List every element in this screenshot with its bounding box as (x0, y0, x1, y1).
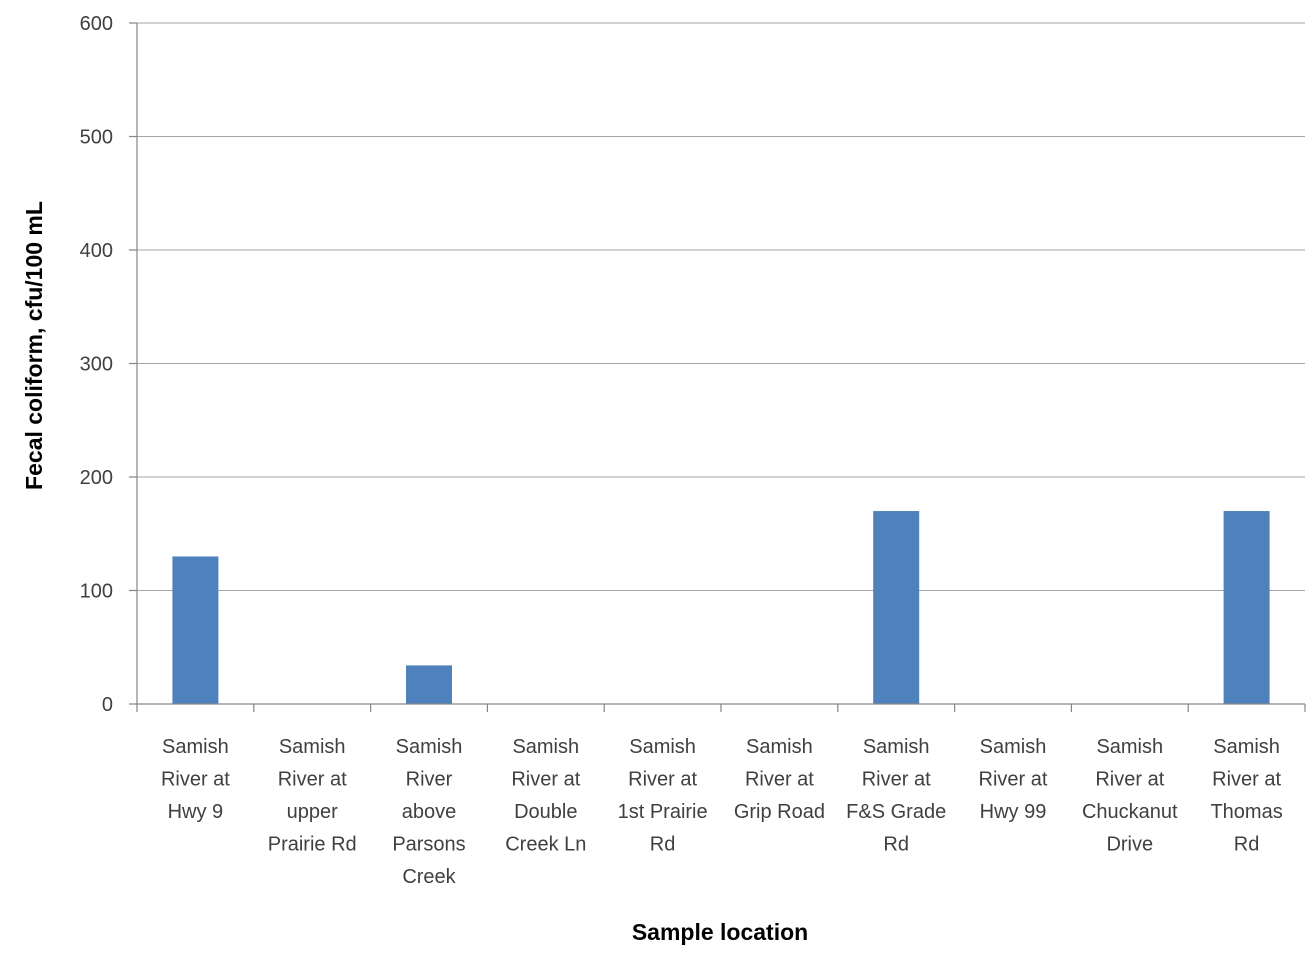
y-tick-label: 300 (80, 354, 113, 376)
y-tick-label: 100 (80, 581, 113, 603)
y-tick-labels: 0 100 200 300 400 500 600 (80, 13, 113, 716)
y-tick-label: 400 (80, 240, 113, 262)
x-tick-labels: Samish River at Hwy 9 Samish River at upper Pr… (161, 736, 1283, 888)
x-tick-label: Samish River above Parsons Creek (392, 736, 465, 888)
x-tick-label: Samish River at Hwy 9 (161, 736, 230, 823)
x-tick-label: Samish River at Double Creek Ln (505, 736, 586, 856)
x-tick-label: Samish River at upper Prairie Rd (268, 736, 357, 856)
x-tick-label: Samish River at Chuckanut Drive (1082, 736, 1178, 856)
axes (129, 22, 1306, 712)
x-tick-label: Samish River at Hwy 99 (979, 736, 1048, 823)
x-tick-label: Samish River at Grip Road (734, 736, 825, 823)
x-axis-title: Sample location (632, 919, 808, 945)
gridlines (137, 22, 1305, 591)
x-tick-label: Samish River at 1st Prairie Rd (618, 736, 708, 856)
bar (873, 511, 920, 704)
y-tick-label: 200 (80, 467, 113, 489)
y-tick-label: 600 (80, 13, 113, 35)
bar (1223, 511, 1270, 704)
bar (406, 665, 452, 704)
y-tick-label: 500 (80, 127, 113, 149)
bar (172, 556, 219, 704)
x-tick-label: Samish River at F&S Grade Rd (846, 736, 946, 856)
x-tick-label: Samish River at Thomas Rd (1210, 736, 1282, 856)
y-tick-label: 0 (102, 694, 113, 716)
y-axis-title: Fecal coliform, cfu/100 mL (21, 201, 47, 490)
bars (172, 511, 1270, 704)
